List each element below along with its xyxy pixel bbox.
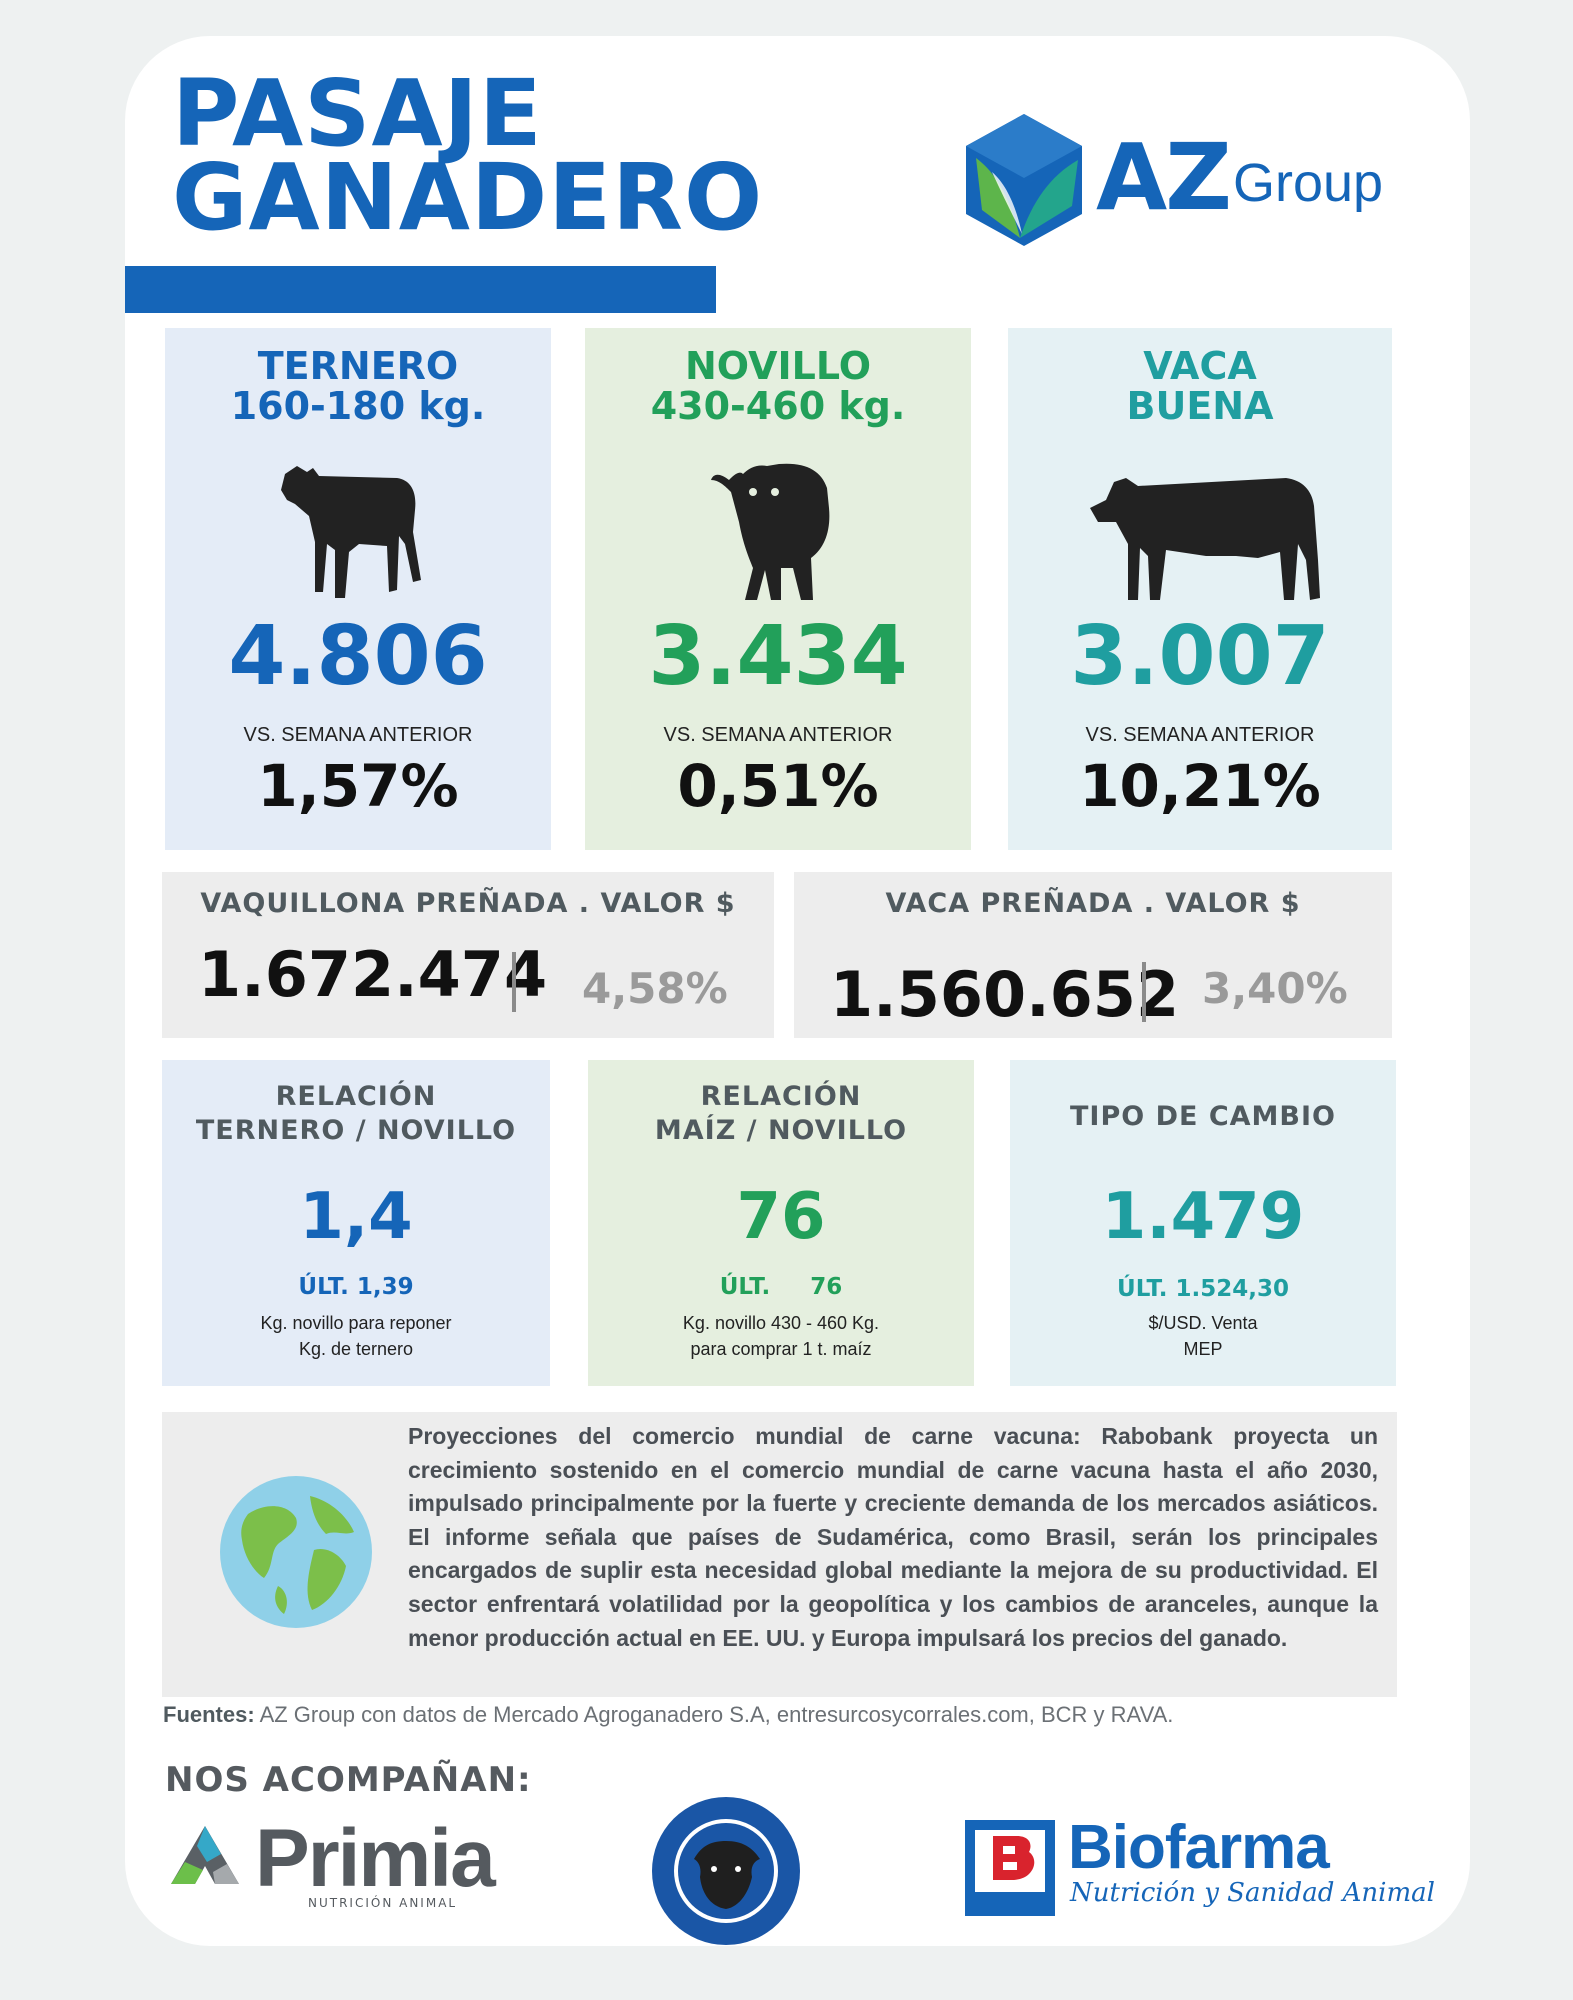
relacion-mn-note-line1: Kg. novillo 430 - 460 Kg. — [682, 1313, 880, 1333]
vaca-card: VACA BUENA 3.007 VS. SEMANA ANTERIOR 10,… — [1008, 328, 1392, 850]
biofarma-subtitle: Nutrición y Sanidad Animal — [1070, 1878, 1435, 1908]
vaquillona-prenada-value: 1.672.474 — [198, 938, 548, 1011]
vaca-name-line1: VACA — [1143, 344, 1257, 388]
news-box: Proyecciones del comercio mundial de car… — [162, 1412, 1397, 1697]
az-brand-text: AZ — [1096, 124, 1232, 231]
ternero-change: 1,57% — [257, 752, 459, 820]
vaca-name: VACA BUENA — [1008, 346, 1392, 426]
tipo-cambio-note-line1: $/USD. Venta — [1148, 1313, 1258, 1333]
relacion-mn-head-line2: MAÍZ / NOVILLO — [654, 1115, 908, 1146]
tipo-de-cambio-card: TIPO DE CAMBIO 1.479 ÚLT. 1.524,30 $/USD… — [1010, 1060, 1396, 1386]
novillo-value: 3.434 — [648, 609, 908, 704]
primia-logo-icon — [171, 1826, 239, 1884]
sources-text: AZ Group con datos de Mercado Agroganade… — [254, 1702, 1174, 1727]
relacion-tn-head-line2: TERNERO / NOVILLO — [195, 1115, 517, 1146]
ternero-name: TERNERO 160-180 kg. — [165, 346, 551, 426]
az-group-logo-icon — [966, 114, 1082, 246]
relacion-tn-note: Kg. novillo para reponer Kg. de ternero — [162, 1310, 550, 1362]
sources-line: Fuentes: AZ Group con datos de Mercado A… — [163, 1702, 1173, 1728]
vaca-name-line2: BUENA — [1126, 384, 1274, 428]
ternero-vs-label: VS. SEMANA ANTERIOR — [243, 724, 473, 746]
novillo-name-line1: NOVILLO — [684, 344, 871, 388]
ternero-name-line1: TERNERO — [257, 344, 459, 388]
cow-icon — [1090, 478, 1320, 600]
asociacion-argentina-de-angus-logo-icon — [652, 1797, 800, 1945]
biofarma-logo-icon — [965, 1820, 1055, 1916]
relacion-tn-head-line1: RELACIÓN — [275, 1081, 437, 1112]
tipo-cambio-head-line1: TIPO DE CAMBIO — [1069, 1101, 1337, 1132]
title-line-2: GANADERO — [172, 144, 764, 251]
novillo-name: NOVILLO 430-460 kg. — [585, 346, 971, 426]
relacion-tn-value: 1,4 — [299, 1180, 413, 1254]
novillo-vs-label: VS. SEMANA ANTERIOR — [663, 724, 893, 746]
tipo-cambio-note: $/USD. Venta MEP — [1010, 1310, 1396, 1362]
steer-icon — [711, 463, 830, 600]
novillo-change: 0,51% — [677, 752, 879, 820]
relacion-mn-ult: ÚLT. 76 — [719, 1274, 843, 1300]
novillo-name-line2: 430-460 kg. — [650, 384, 906, 428]
page-title: PASAJE GANADERO — [172, 60, 764, 251]
relacion-maiz-novillo-card: RELACIÓN MAÍZ / NOVILLO 76 ÚLT. 76 Kg. n… — [588, 1060, 974, 1386]
vaquillona-prenada-label: VAQUILLONA PREÑADA . VALOR $ — [200, 888, 736, 919]
vaca-prenada-change: 3,40% — [1202, 964, 1348, 1013]
globe-icon — [220, 1476, 372, 1628]
vaquillona-prenada-card: VAQUILLONA PREÑADA . VALOR $ 1.672.474 4… — [162, 872, 774, 1038]
relacion-tn-head: RELACIÓN TERNERO / NOVILLO — [162, 1080, 550, 1148]
relacion-mn-head-line1: RELACIÓN — [700, 1081, 862, 1112]
relacion-ternero-novillo-card: RELACIÓN TERNERO / NOVILLO 1,4 ÚLT. 1,39… — [162, 1060, 550, 1386]
vaca-value: 3.007 — [1070, 609, 1330, 704]
relacion-tn-note-line1: Kg. novillo para reponer — [260, 1313, 452, 1333]
relacion-mn-note-line2: para comprar 1 t. maíz — [690, 1339, 872, 1359]
vaca-vs-label: VS. SEMANA ANTERIOR — [1085, 724, 1315, 746]
novillo-card: NOVILLO 430-460 kg. 3.434 VS. SEMANA ANT… — [585, 328, 971, 850]
vaca-change: 10,21% — [1079, 752, 1321, 820]
vaca-prenada-label: VACA PREÑADA . VALOR $ — [885, 888, 1301, 919]
tipo-cambio-value: 1.479 — [1101, 1180, 1305, 1254]
vaca-prenada-value: 1.560.652 — [830, 958, 1180, 1031]
relacion-tn-note-line2: Kg. de ternero — [298, 1339, 414, 1359]
vaca-prenada-card: VACA PREÑADA . VALOR $ 1.560.652 3,40% — [794, 872, 1392, 1038]
news-text: Proyecciones del comercio mundial de car… — [408, 1423, 1378, 1651]
sources-label: Fuentes: — [163, 1702, 255, 1727]
vaquillona-prenada-change: 4,58% — [582, 964, 728, 1013]
relacion-tn-ult: ÚLT. 1,39 — [298, 1274, 414, 1300]
biofarma-brand-text: Biofarma — [1068, 1813, 1330, 1882]
ternero-name-line2: 160-180 kg. — [230, 384, 486, 428]
vaca-prenada-separator — [1142, 962, 1146, 1022]
relacion-mn-head: RELACIÓN MAÍZ / NOVILLO — [588, 1080, 974, 1148]
title-line-1: PASAJE — [172, 60, 543, 167]
tipo-cambio-head: TIPO DE CAMBIO — [1010, 1100, 1396, 1134]
tipo-cambio-note-line2: MEP — [1183, 1339, 1223, 1359]
relacion-mn-note: Kg. novillo 430 - 460 Kg. para comprar 1… — [588, 1310, 974, 1362]
primia-brand-text: Primia — [255, 1813, 496, 1904]
tipo-cambio-ult: ÚLT. 1.524,30 — [1117, 1276, 1289, 1302]
relacion-mn-value: 76 — [736, 1180, 826, 1254]
group-brand-text: Group — [1233, 153, 1384, 213]
ternero-value: 4.806 — [228, 609, 488, 704]
ternero-card: TERNERO 160-180 kg. 4.806 VS. SEMANA ANT… — [165, 328, 551, 850]
primia-subtitle: NUTRICIÓN ANIMAL — [308, 1896, 458, 1910]
vaquillona-separator — [512, 952, 516, 1012]
sponsors-title: NOS ACOMPAÑAN: — [165, 1760, 532, 1800]
calf-icon — [281, 466, 421, 598]
title-underline-bar — [125, 266, 716, 313]
